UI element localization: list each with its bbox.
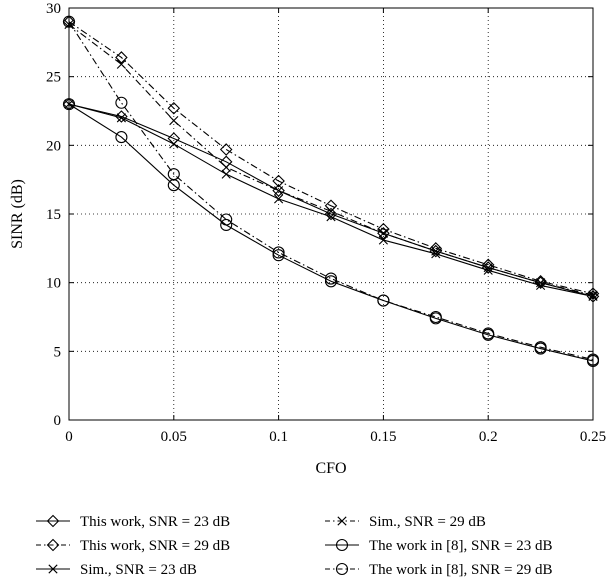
axis-ticks: 0 0.05 0.1 0.15 0.2 0.25 0 5 10 15 20 25 30 [46, 1, 606, 445]
data-point [377, 222, 390, 236]
legend-marker [46, 538, 60, 552]
y-tick-label: 20 [46, 138, 61, 154]
data-point [536, 278, 546, 288]
data-point [536, 280, 546, 291]
x-tick-label: 0.2 [479, 429, 498, 445]
legend-marker [335, 562, 349, 576]
data-point [378, 228, 388, 238]
legend-label: This work, SNR = 29 dB [80, 538, 230, 554]
legend-entry: Sim., SNR = 23 dB [36, 562, 197, 578]
legend-entry: This work, SNR = 23 dB [36, 514, 230, 530]
data-point [431, 249, 441, 259]
y-tick-label: 0 [54, 413, 62, 429]
data-point [324, 272, 338, 285]
grid-lines [69, 8, 593, 420]
series-line [68, 24, 594, 296]
data-point [378, 235, 388, 245]
data-point [429, 310, 442, 324]
data-point [377, 294, 390, 307]
legend-label: The work in [8], SNR = 23 dB [369, 538, 552, 554]
y-tick-label: 15 [46, 207, 61, 223]
legend-entry: This work, SNR = 29 dB [36, 538, 230, 554]
data-point [483, 265, 493, 275]
data-point [324, 207, 338, 221]
legend-label: Sim., SNR = 23 dB [80, 562, 197, 578]
legend-entry: Sim., SNR = 29 dB [325, 514, 486, 530]
x-tick-label: 0.15 [370, 429, 396, 445]
series-3 [64, 19, 598, 300]
data-point [115, 51, 128, 64]
data-point [169, 116, 179, 126]
series-line [68, 21, 594, 361]
data-point [116, 59, 126, 69]
legend-label: Sim., SNR = 29 dB [369, 514, 486, 530]
y-tick-label: 10 [46, 276, 61, 292]
legend-marker [337, 516, 347, 526]
data-point [115, 96, 128, 109]
data-point [115, 131, 128, 144]
series-2 [64, 99, 598, 301]
data-point [167, 168, 180, 181]
series-line [68, 21, 594, 295]
legend-label: The work in [8], SNR = 29 dB [369, 562, 552, 578]
data-point [431, 246, 441, 256]
data-point [219, 143, 233, 156]
data-point [167, 101, 181, 115]
data-point [272, 246, 285, 259]
x-axis-label: CFO [315, 460, 346, 477]
y-tick-label: 25 [46, 70, 61, 86]
data-point [483, 262, 493, 273]
series-line [68, 103, 594, 362]
data-point [221, 162, 231, 172]
x-tick-label: 0.1 [269, 429, 288, 445]
legend-marker [46, 514, 60, 528]
data-point [274, 194, 284, 204]
series-layer [62, 15, 600, 367]
legend-entry: The work in [8], SNR = 23 dB [325, 538, 552, 554]
legend-label: This work, SNR = 23 dB [80, 514, 230, 530]
data-point [169, 139, 179, 149]
y-axis-label: SINR (dB) [9, 179, 26, 249]
x-tick-label: 0.25 [580, 429, 606, 445]
data-point [274, 186, 284, 196]
data-point [116, 113, 126, 123]
data-point [534, 341, 547, 354]
data-point [221, 169, 231, 179]
x-tick-label: 0.05 [161, 429, 187, 445]
series-5 [62, 15, 600, 366]
y-tick-label: 5 [54, 344, 62, 360]
data-point [482, 327, 495, 340]
y-tick-label: 30 [46, 1, 61, 17]
data-point [326, 206, 336, 216]
legend-marker [48, 564, 58, 574]
series-4 [62, 98, 600, 367]
legend: This work, SNR = 23 dB This work, SNR = 2… [36, 514, 552, 578]
data-point [534, 276, 547, 289]
data-point [220, 213, 233, 226]
legend-entry: The work in [8], SNR = 29 dB [325, 562, 552, 578]
data-point [272, 174, 285, 188]
data-point [220, 218, 233, 232]
legend-marker [335, 538, 349, 552]
x-tick-label: 0 [65, 429, 73, 445]
